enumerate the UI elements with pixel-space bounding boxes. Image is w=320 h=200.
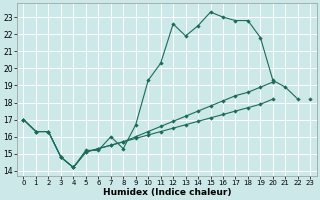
- X-axis label: Humidex (Indice chaleur): Humidex (Indice chaleur): [103, 188, 231, 197]
